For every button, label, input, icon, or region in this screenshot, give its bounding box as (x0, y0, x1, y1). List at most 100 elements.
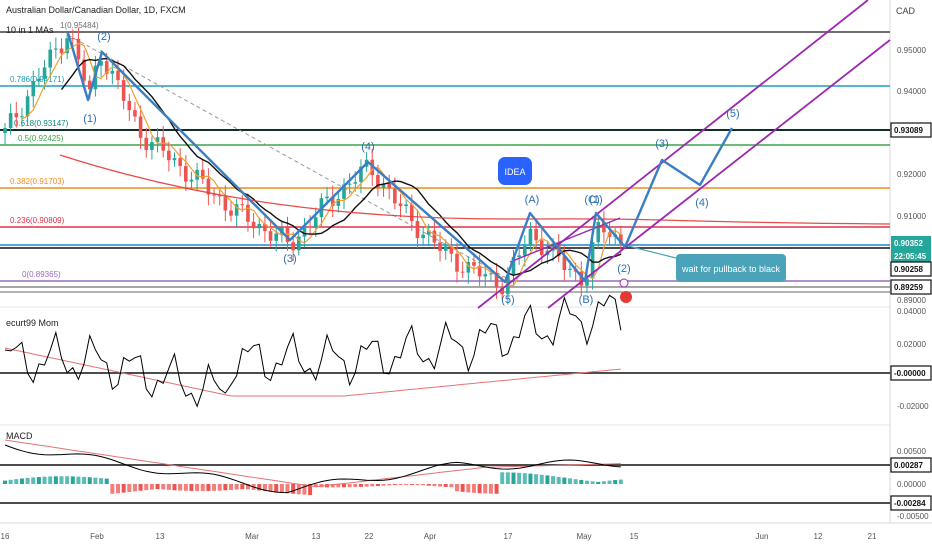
macd-histogram-bar (590, 481, 595, 484)
candle-body (500, 287, 504, 295)
macd-histogram-bar (268, 484, 273, 492)
macd-histogram-bar (426, 484, 431, 486)
candle-body (302, 226, 307, 237)
candle-body (184, 166, 188, 182)
wave-label: (A) (525, 194, 540, 206)
price-tag-box (890, 261, 932, 277)
macd-histogram-bar (432, 484, 437, 487)
candle-body (619, 234, 623, 244)
macd-histogram-bar (3, 480, 7, 484)
macd-histogram-bar (409, 484, 414, 485)
macd-line (4, 444, 621, 494)
macd-histogram-bar (545, 475, 550, 484)
momentum-tag: -0.00000 (894, 369, 926, 378)
macd-histogram-bar (76, 476, 81, 484)
candle-body (387, 183, 391, 189)
indicator-label: 10 in 1 MAs (6, 25, 54, 35)
macd-title: MACD (6, 431, 33, 441)
macd-histogram-bar (116, 484, 120, 494)
macd-axis-label: 0.00000 (897, 480, 926, 489)
callout-pointer (627, 245, 677, 259)
macd-histogram-bar (138, 484, 143, 491)
price-tag-box (891, 236, 931, 250)
momentum-title: ecurt99 Mom (6, 318, 59, 328)
time-axis-label: Feb (90, 532, 104, 541)
macd-histogram-bar (511, 472, 516, 484)
macd-tag-box (890, 495, 932, 511)
time-axis-label: Apr (424, 532, 437, 541)
macd-histogram-bar (466, 484, 471, 493)
idea-label: IDEA (504, 167, 525, 177)
candle-body (150, 142, 154, 150)
macd-histogram-bar (206, 484, 211, 491)
macd-histogram-bar (568, 478, 572, 484)
macd-histogram-bar (347, 484, 352, 488)
macd-histogram-bar (36, 477, 41, 484)
candle-body (483, 274, 488, 277)
macd-histogram-bar (217, 484, 222, 491)
macd-histogram-bar (342, 484, 346, 488)
candle-body (285, 227, 290, 243)
macd-histogram-bar (618, 479, 623, 484)
macd-histogram-bar (161, 484, 166, 490)
macd-histogram-bar (42, 476, 47, 484)
currency-label: CAD (896, 6, 916, 16)
fib-label: 0(0.89365) (22, 270, 61, 279)
candle-body (602, 221, 606, 233)
macd-histogram-bar (443, 484, 448, 487)
wave-label: (2) (97, 31, 110, 43)
macd-histogram-bar (387, 484, 392, 486)
macd-histogram-bar (551, 476, 556, 484)
price-tag: 0.90352 (894, 239, 923, 248)
macd-histogram-bar (358, 484, 363, 487)
macd-histogram-bar (596, 481, 601, 484)
candle-body (189, 179, 194, 182)
candle-body (426, 230, 431, 235)
trend-dashed-line (67, 34, 511, 281)
fib-label: 0.618(0.93147) (14, 119, 69, 128)
price-axis-label: 0.89000 (897, 296, 926, 305)
price-tag-box (890, 279, 932, 295)
macd-histogram-bar (505, 472, 510, 484)
candle-body (14, 113, 19, 118)
macd-histogram-bar (471, 484, 476, 493)
candle-body (472, 262, 476, 266)
candle-body (590, 242, 595, 279)
macd-histogram-bar (274, 484, 279, 493)
candle-body (308, 226, 312, 228)
time-axis-label: 13 (312, 532, 321, 541)
price-tag: 0.90258 (894, 265, 923, 274)
macd-histogram-bar (556, 476, 561, 484)
candle-body (347, 183, 352, 185)
candle-body (206, 178, 211, 195)
candle-body (585, 278, 589, 286)
macd-histogram-bar (460, 484, 465, 492)
candle-body (223, 196, 228, 211)
ma-200-line (59, 154, 891, 225)
candle-body (432, 230, 437, 243)
candle-body (76, 38, 81, 60)
wave-label: (1) (589, 194, 602, 206)
candle-body (381, 183, 386, 188)
macd-histogram-bar (573, 479, 578, 484)
macd-histogram-bar (59, 476, 64, 484)
candle-body (59, 48, 64, 54)
elliott-wave-path (66, 32, 734, 284)
macd-signal-line (4, 439, 621, 488)
time-axis-label: May (576, 532, 591, 541)
candle-body (517, 255, 521, 257)
candle-body (121, 80, 126, 101)
macd-histogram-bar (245, 484, 250, 490)
macd-histogram-bar (528, 473, 533, 484)
callout-text: wait for pullback to black (681, 264, 781, 274)
candle-body (421, 234, 425, 239)
candle-body (325, 196, 329, 199)
momentum-pane (0, 294, 890, 408)
candle-body (257, 223, 262, 229)
macd-histogram-bar (370, 484, 375, 487)
macd-histogram-bar (14, 479, 19, 484)
channel-upper-line (477, 0, 869, 309)
candle-body (263, 223, 267, 232)
event-marker-icon (619, 278, 629, 288)
candle-body (246, 204, 250, 222)
